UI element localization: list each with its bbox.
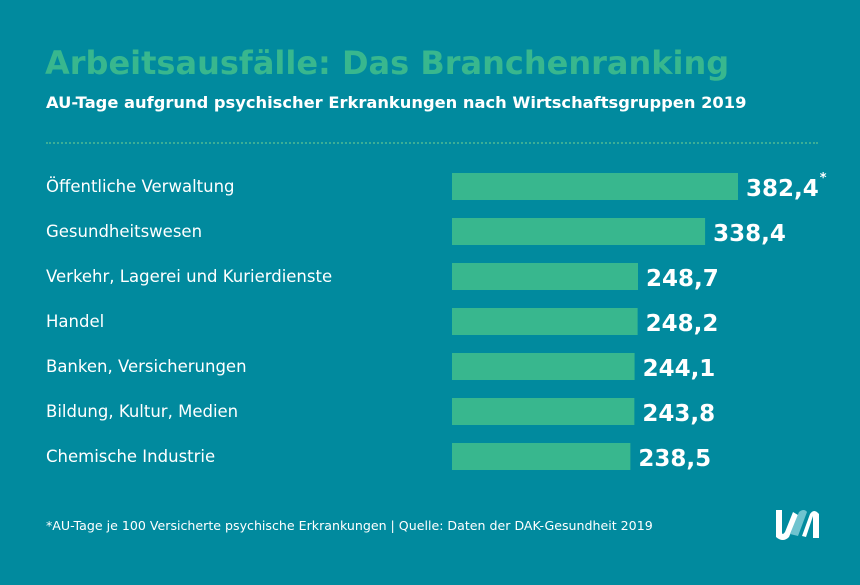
category-label: Handel: [46, 312, 104, 331]
chart-subtitle: AU-Tage aufgrund psychischer Erkrankunge…: [46, 93, 747, 112]
value-label: 248,7: [646, 266, 719, 292]
category-label: Bildung, Kultur, Medien: [46, 402, 238, 421]
bar: [452, 173, 738, 200]
bar: [452, 443, 631, 470]
category-label: Gesundheitswesen: [46, 222, 202, 241]
bar: [452, 308, 638, 335]
dotted-divider: [46, 142, 818, 144]
footnote-marker: *: [820, 171, 827, 186]
value-label: 238,5: [638, 446, 711, 472]
value-label: 243,8: [642, 401, 715, 427]
bar: [452, 398, 635, 425]
bar: [452, 218, 706, 245]
value-label: 382,4: [746, 176, 819, 202]
logo-icon: [776, 510, 819, 540]
value-label: 244,1: [643, 356, 716, 382]
bar: [452, 263, 639, 290]
bar: [452, 353, 635, 380]
category-label: Öffentliche Verwaltung: [46, 177, 235, 196]
category-label: Verkehr, Lagerei und Kurierdienste: [46, 267, 332, 286]
category-label: Chemische Industrie: [46, 447, 215, 466]
chart-title: Arbeitsausfälle: Das Branchenranking: [45, 44, 730, 82]
footnote: *AU-Tage je 100 Versicherte psychische E…: [46, 518, 653, 533]
category-label: Banken, Versicherungen: [46, 357, 247, 376]
value-label: 248,2: [646, 311, 719, 337]
value-label: 338,4: [713, 221, 786, 247]
